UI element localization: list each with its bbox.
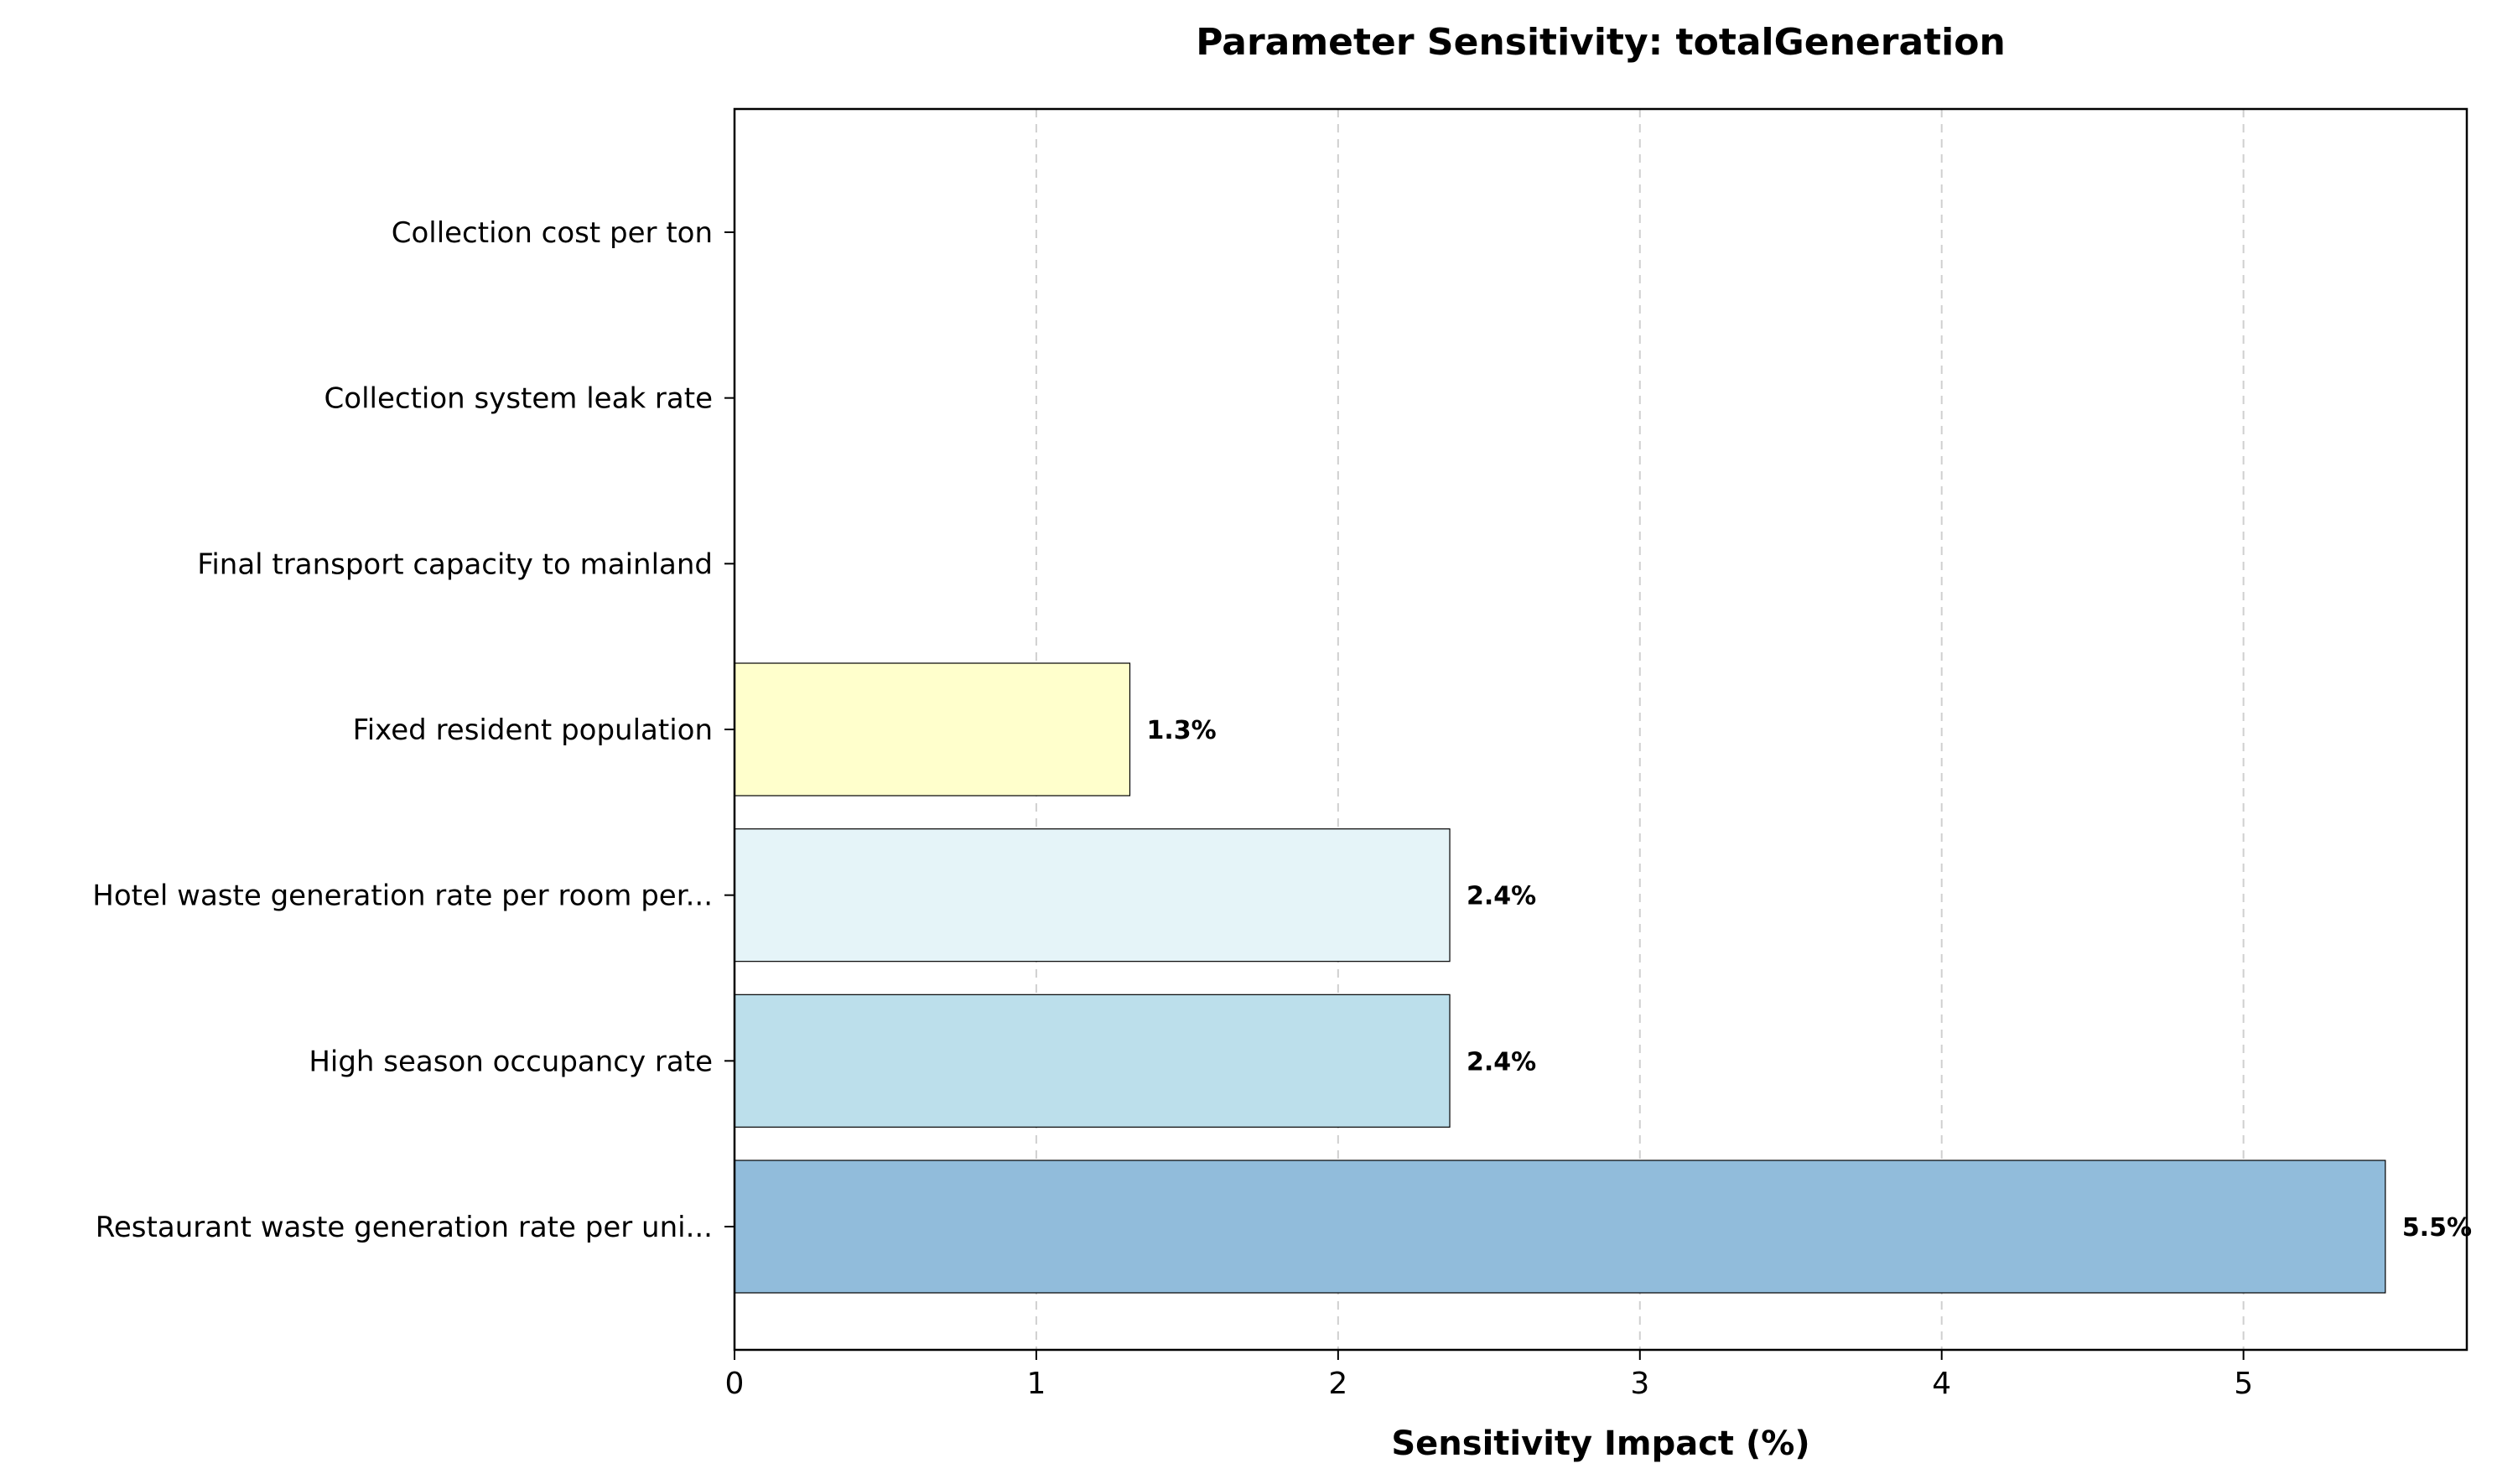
- y-tick-label: Hotel waste generation rate per room per…: [92, 880, 713, 913]
- y-tick-label: Fixed resident population: [353, 713, 713, 747]
- plot-frame: [733, 107, 2468, 1352]
- x-tick-label: 0: [725, 1367, 745, 1401]
- bar: [734, 994, 1451, 1128]
- y-ticks: Restaurant waste generation rate per uni…: [92, 216, 735, 1244]
- bar: [734, 1160, 2386, 1294]
- y-tick-label: Restaurant waste generation rate per uni…: [96, 1211, 713, 1244]
- bars: [734, 662, 2386, 1294]
- y-tick-label: Collection cost per ton: [392, 216, 713, 250]
- chart-title: Parameter Sensitivity: totalGeneration: [1196, 21, 2006, 64]
- y-tick-label: High season occupancy rate: [309, 1045, 713, 1078]
- bar: [734, 828, 1451, 963]
- x-tick-label: 5: [2234, 1367, 2253, 1401]
- x-tick-label: 2: [1328, 1367, 1347, 1401]
- y-tick-label: Collection system leak rate: [324, 382, 713, 416]
- x-tick-label: 3: [1630, 1367, 1649, 1401]
- data-labels: 5.5% 2.4% 2.4% 1.3%: [1147, 716, 2473, 1243]
- data-label: 1.3%: [1147, 716, 1217, 745]
- x-axis-label: Sensitivity Impact (%): [1391, 1424, 1809, 1463]
- x-ticks: 0 1 2 3 4 5: [725, 1350, 2253, 1401]
- data-label: 2.4%: [1467, 1047, 1536, 1077]
- data-label: 2.4%: [1467, 882, 1536, 911]
- data-label: 5.5%: [2402, 1213, 2472, 1243]
- x-tick-label: 4: [1932, 1367, 1951, 1401]
- y-tick-label: Final transport capacity to mainland: [197, 547, 713, 581]
- bar: [734, 662, 1131, 796]
- x-tick-label: 1: [1026, 1367, 1046, 1401]
